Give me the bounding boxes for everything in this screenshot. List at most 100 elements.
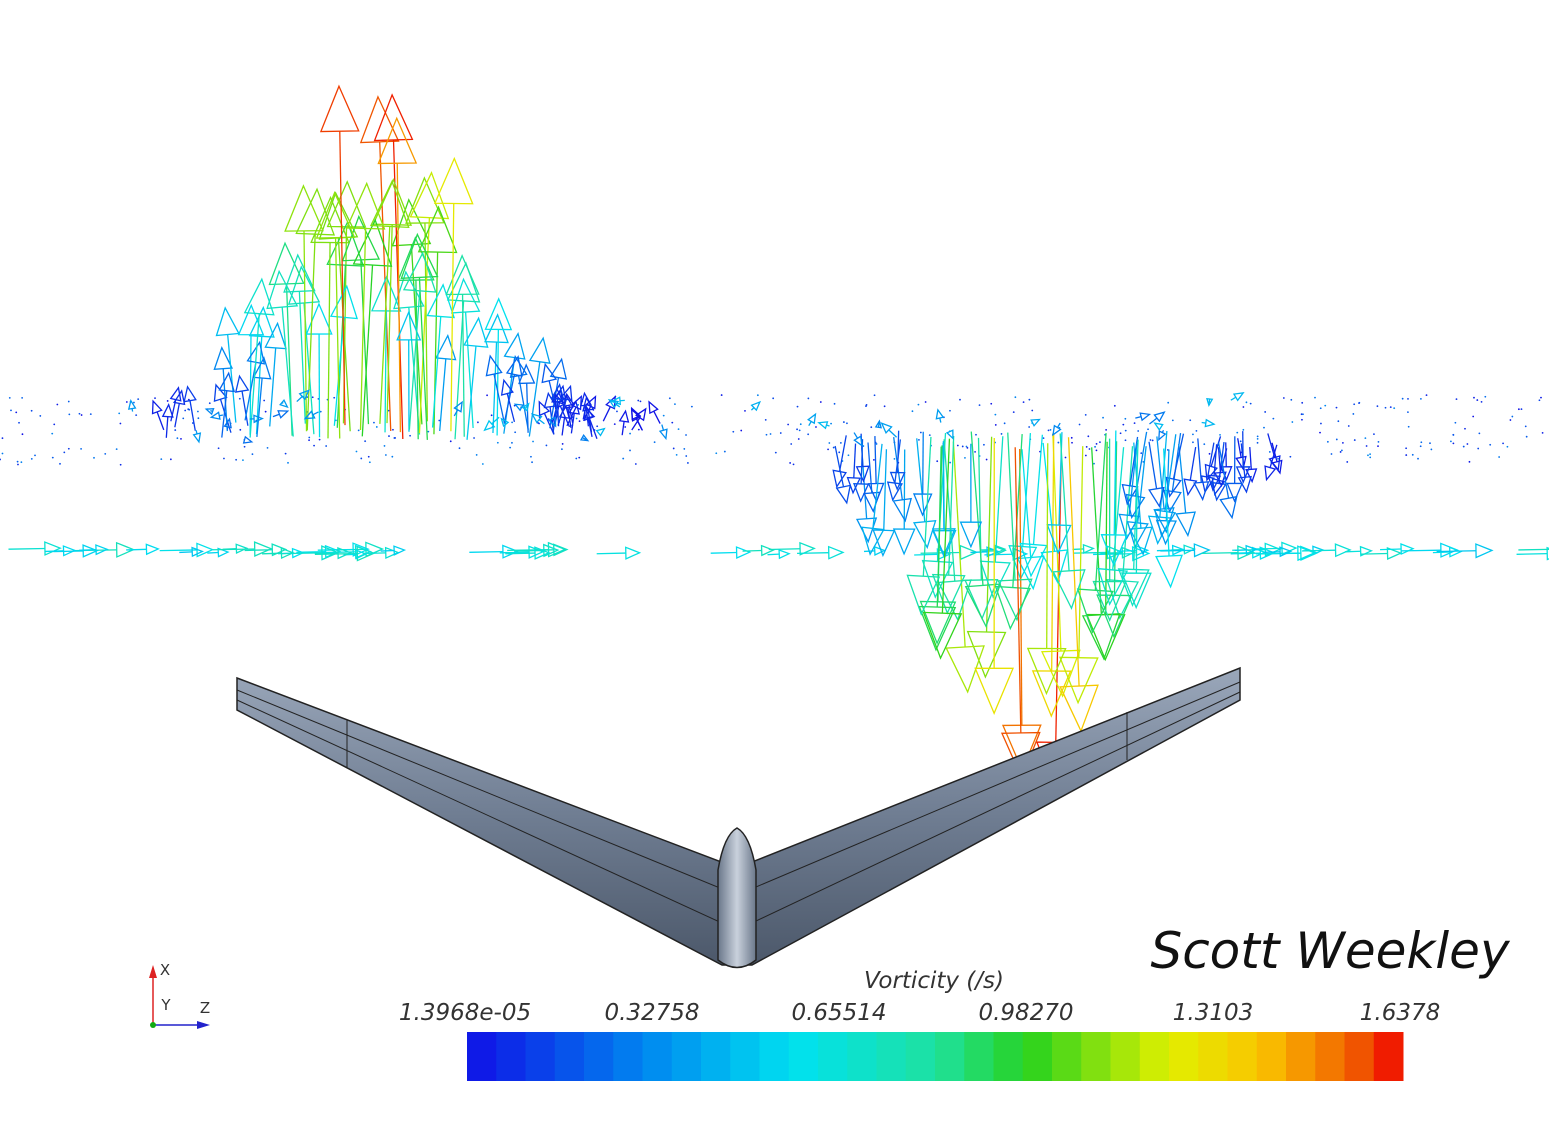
speck [756,394,759,397]
speck [384,454,387,456]
speck [1506,445,1509,448]
vector-head [1175,511,1196,538]
vector-shaft [212,548,255,551]
vector-head [827,545,845,560]
speck [284,452,287,455]
vector-head [426,283,455,319]
vector-head [298,389,311,401]
speck [56,403,59,406]
vector-head [284,184,324,232]
speck [427,430,430,433]
speck [677,428,680,430]
speck [475,454,478,456]
vector-shaft [1271,442,1278,462]
vector-shaft [1249,447,1252,470]
vector-head [295,187,336,236]
vector-head [1125,493,1146,520]
vector-shaft [170,399,177,422]
speck [1358,402,1360,405]
speck [169,458,172,461]
speck [1462,445,1465,448]
vector-shaft [418,217,431,434]
speck [1450,440,1452,443]
vector-shaft [581,436,587,441]
vector-head [319,84,360,133]
speck [1520,408,1523,411]
vector-head [1153,422,1164,431]
vector-head [964,579,999,621]
colorbar-tick-label: 1.6378 [1360,1000,1440,1026]
speck [1384,406,1387,409]
speck [8,397,11,399]
speck [1070,436,1073,439]
speck [918,439,920,441]
speck [668,397,671,400]
vector-head [1052,569,1086,610]
speck [30,457,33,460]
speck [975,433,977,436]
colorbar-tick-label: 1.3968e-05 [399,1000,531,1026]
speck [481,463,484,465]
vector-head [918,605,957,652]
vector-head [1546,546,1549,561]
speck [1263,426,1265,429]
speck [956,444,959,447]
colorbar-band [584,1032,614,1081]
vector-shaft [1135,449,1138,574]
speck [715,452,718,455]
vector-shaft [256,378,263,438]
vector-shaft [767,553,780,556]
speck [1319,431,1321,434]
speck [509,446,512,449]
vector-head [1245,544,1258,555]
vector-shaft [1269,444,1278,468]
speck [790,443,793,445]
vector-head [1092,580,1127,622]
vector-head [433,156,474,205]
vector-shaft [1105,441,1108,615]
speck [1478,432,1481,435]
colorbar-band [1286,1032,1316,1081]
vector-head [1193,481,1210,502]
speck [1095,449,1098,452]
speck [1290,398,1293,401]
vector-shaft [126,548,147,551]
speck [1047,429,1050,432]
colorbar-band [1256,1032,1287,1081]
vector-shaft [272,413,280,418]
colorbar-band [671,1032,702,1081]
speck [798,429,801,432]
vector-head [303,410,316,420]
vector-shaft [528,361,541,437]
speck [1417,457,1419,460]
speck [1064,456,1067,459]
speck [20,461,23,464]
vector-shaft [1067,437,1080,687]
vector-head [405,176,445,224]
vector-head [242,435,254,444]
speck [1419,397,1422,400]
vector-head [874,419,882,429]
speck [51,432,54,435]
vector-head [191,546,205,558]
speck [911,410,914,413]
vector-shaft [450,203,455,432]
speck [1192,433,1194,436]
vector-shaft [312,411,319,416]
vector-head [1139,412,1152,422]
vector-shaft [207,551,219,554]
speck [1272,417,1275,420]
speck [1376,405,1379,408]
vector-shaft [1189,446,1197,481]
speck [51,456,54,459]
vector-shaft [1148,441,1158,489]
speck [1365,445,1368,447]
vector-shaft [635,417,643,430]
speck [1203,443,1206,446]
vector-head [393,545,407,556]
vector-head [1158,430,1167,442]
vector-head [1117,568,1150,607]
colorbar-band [788,1032,819,1081]
vector-shaft [916,438,926,522]
speck [135,414,138,417]
